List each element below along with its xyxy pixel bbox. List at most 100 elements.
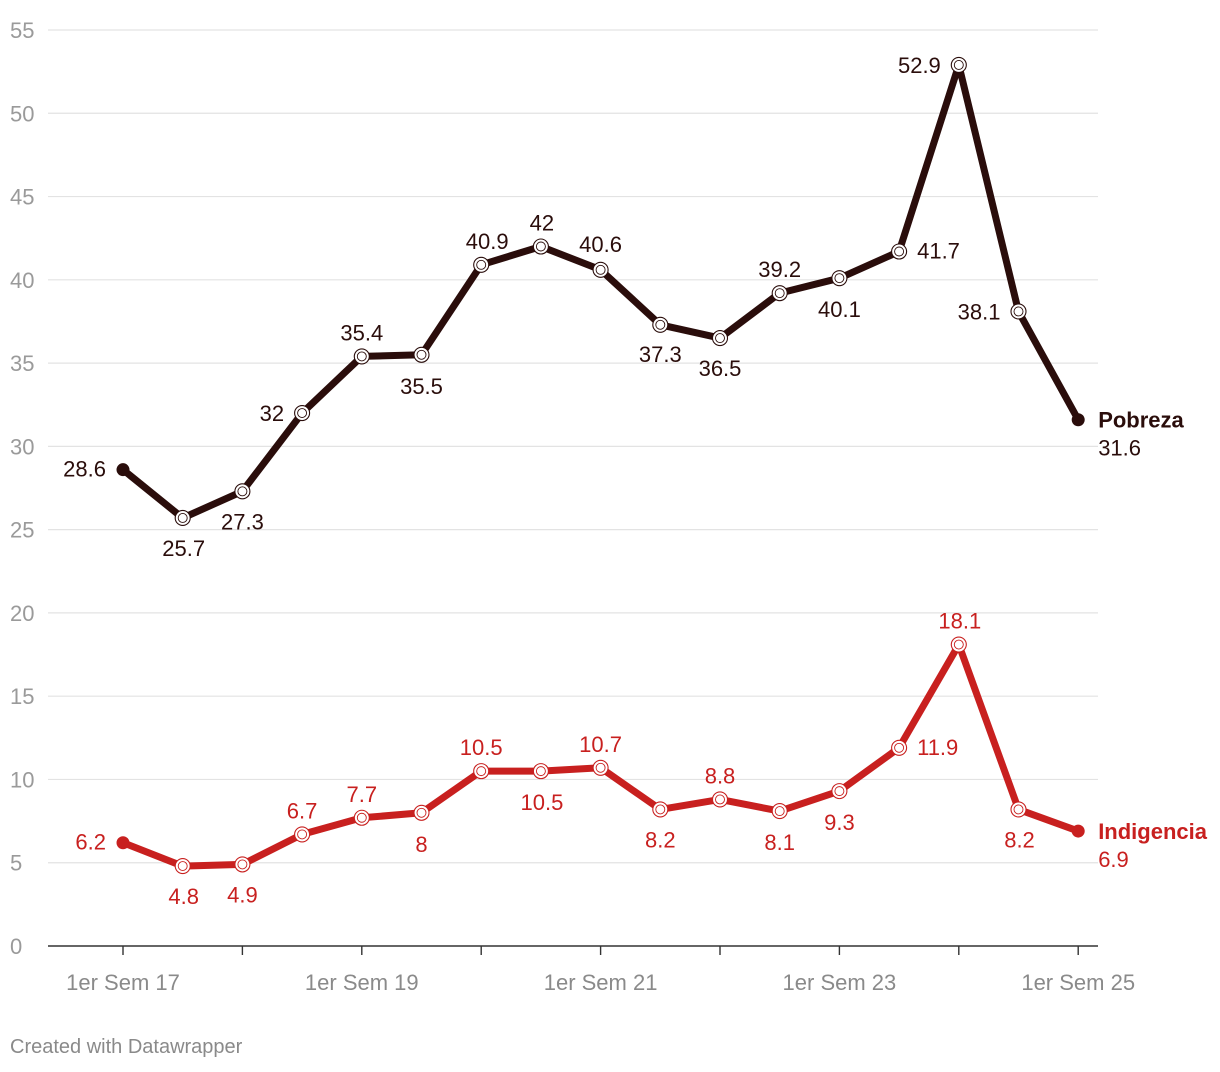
pobreza-value-label-11: 39.2	[758, 257, 801, 282]
data-labels: 28.6 25.7 27.3 32 35.4 35.5 40.9 42 40.6 37.3 36.5…	[63, 53, 1208, 909]
pobreza-point-inner-6	[476, 259, 487, 270]
indigencia-value-label-7: 10.5	[520, 790, 563, 815]
pobreza-value-label-12: 40.1	[818, 297, 861, 322]
x-axis: 1er Sem 17 1er Sem 19 1er Sem 21 1er Sem 23…	[48, 945, 1135, 995]
pobreza-value-label-10: 36.5	[699, 356, 742, 381]
indigencia-value-label-15: 8.2	[1004, 827, 1035, 852]
indigencia-point-inner-11	[774, 806, 785, 817]
indigencia-point-14	[950, 636, 967, 653]
pobreza-point-inner-13	[894, 246, 905, 257]
indigencia-point-10	[711, 791, 729, 808]
pobreza-value-label-5: 35.5	[400, 374, 443, 399]
y-tick-label-45: 45	[10, 185, 34, 210]
indigencia-point-inner-12	[834, 786, 845, 797]
pobreza-point-inner-8	[595, 264, 606, 275]
indigencia-value-label-2: 4.9	[227, 882, 258, 907]
pobreza-point-inner-9	[655, 319, 666, 330]
pobreza-value-label-8: 40.6	[579, 232, 622, 257]
series-lines	[116, 56, 1085, 875]
indigencia-point-8	[592, 759, 609, 776]
indigencia-point-9	[652, 801, 669, 818]
pobreza-value-label-16: 31.6	[1098, 436, 1141, 461]
pobreza-value-label-13: 41.7	[917, 239, 960, 264]
pobreza-point-inner-7	[535, 241, 546, 252]
pobreza-point-14	[950, 56, 967, 74]
y-tick-label-50: 50	[10, 101, 34, 126]
pobreza-point-13	[891, 243, 908, 260]
indigencia-point-3	[294, 826, 311, 843]
indigencia-value-label-14: 18.1	[938, 609, 981, 634]
indigencia-point-inner-2	[237, 859, 248, 870]
indigencia-point-11	[771, 803, 788, 820]
pobreza-value-label-9: 37.3	[639, 342, 682, 367]
pobreza-line	[119, 61, 1082, 522]
y-tick-label-10: 10	[10, 767, 34, 792]
indigencia-point-inner-14	[953, 639, 964, 650]
indigencia-value-label-16: 6.9	[1098, 847, 1129, 872]
indigencia-point-15	[1010, 801, 1027, 818]
pobreza-point-inner-15	[1013, 306, 1024, 317]
indigencia-value-label-0: 6.2	[75, 830, 106, 855]
y-tick-label-35: 35	[10, 351, 34, 376]
pobreza-point-2	[234, 483, 251, 500]
indigencia-point-4	[353, 809, 370, 826]
pobreza-point-10	[711, 330, 729, 347]
pobreza-point-inner-1	[177, 513, 188, 523]
pobreza-series-label: Pobreza	[1098, 408, 1184, 433]
x-tick-label-0: 1er Sem 17	[66, 970, 180, 995]
indigencia-point-inner-9	[655, 804, 666, 815]
indigencia-point-inner-5	[416, 807, 427, 818]
indigencia-value-label-9: 8.2	[645, 827, 676, 852]
pobreza-point-1	[174, 509, 191, 527]
pobreza-point-16	[1071, 413, 1085, 427]
pobreza-value-label-1: 25.7	[162, 536, 205, 561]
indigencia-point-13	[891, 739, 908, 756]
indigencia-point-5	[413, 804, 430, 821]
indigencia-value-label-6: 10.5	[460, 735, 503, 760]
indigencia-point-2	[234, 856, 251, 873]
pobreza-point-9	[652, 316, 669, 333]
indigencia-point-inner-10	[715, 794, 725, 805]
indigencia-point-12	[831, 783, 848, 800]
pobreza-point-0	[116, 463, 130, 477]
pobreza-point-inner-12	[834, 273, 845, 284]
pobreza-point-11	[771, 285, 788, 302]
pobreza-value-label-14: 52.9	[898, 53, 941, 78]
pobreza-point-inner-2	[237, 486, 248, 497]
indigencia-value-label-3: 6.7	[287, 798, 318, 823]
y-tick-label-20: 20	[10, 601, 34, 626]
indigencia-point-inner-13	[894, 742, 905, 753]
pobreza-point-3	[294, 405, 311, 422]
indigencia-value-label-12: 9.3	[824, 810, 855, 835]
indigencia-value-label-1: 4.8	[168, 884, 199, 909]
y-tick-label-25: 25	[10, 518, 34, 543]
indigencia-value-label-5: 8	[415, 832, 427, 857]
pobreza-value-label-7: 42	[530, 211, 554, 236]
pobreza-point-inner-3	[297, 408, 308, 419]
indigencia-value-label-11: 8.1	[764, 830, 795, 855]
pobreza-point-inner-4	[356, 351, 367, 362]
y-tick-label-15: 15	[10, 684, 34, 709]
indigencia-value-label-4: 7.7	[347, 782, 378, 807]
pobreza-point-15	[1010, 303, 1027, 320]
pobreza-point-12	[831, 270, 848, 287]
pobreza-value-label-0: 28.6	[63, 457, 106, 482]
indigencia-point-0	[116, 836, 130, 850]
pobreza-point-8	[592, 261, 609, 278]
indigencia-value-label-13: 11.9	[917, 735, 958, 760]
x-tick-label-1: 1er Sem 19	[305, 970, 419, 995]
y-tick-label-5: 5	[10, 851, 22, 876]
x-tick-label-2: 1er Sem 21	[544, 970, 658, 995]
x-tick-label-3: 1er Sem 23	[783, 970, 897, 995]
indigencia-value-label-8: 10.7	[579, 732, 622, 757]
indigencia-point-7	[532, 763, 549, 780]
pobreza-value-label-3: 32	[260, 401, 284, 426]
pobreza-point-4	[353, 348, 370, 365]
indigencia-point-16	[1071, 824, 1085, 838]
pobreza-value-label-4: 35.4	[340, 320, 383, 345]
indigencia-point-6	[473, 763, 490, 780]
pobreza-point-inner-11	[774, 288, 785, 299]
pobreza-point-6	[473, 256, 490, 273]
y-tick-label-30: 30	[10, 434, 34, 459]
